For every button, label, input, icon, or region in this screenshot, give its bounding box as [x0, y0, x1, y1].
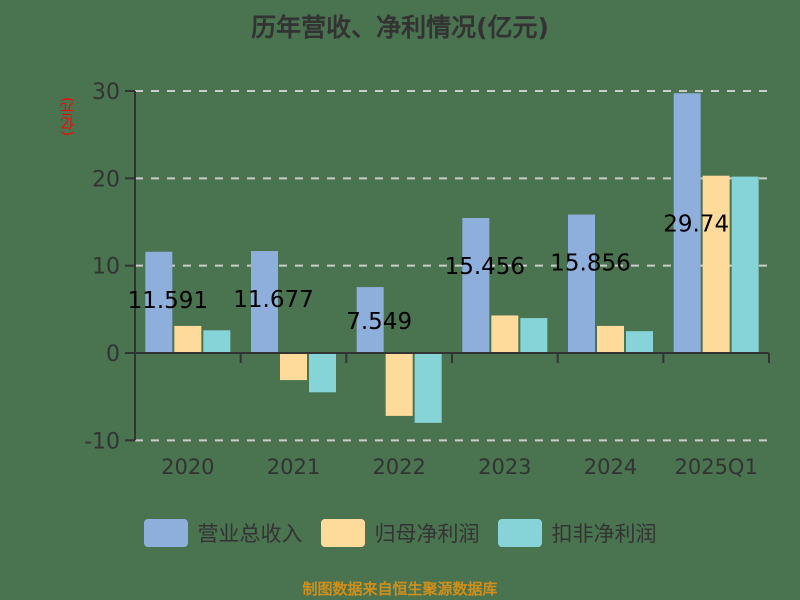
- bar: [702, 175, 730, 353]
- x-tick-label: 2021: [267, 455, 320, 479]
- legend-label: 营业总收入: [197, 522, 303, 546]
- x-tick-label: 2023: [478, 455, 531, 479]
- legend-swatch-revenue: [143, 519, 188, 547]
- data-label: 29.74: [663, 211, 729, 237]
- data-label: 11.591: [128, 288, 208, 314]
- bar: [356, 287, 384, 353]
- bar-chart: -10 0 10 20 30 2020 2021 2022 2023 2024 2025Q1 11.…: [84, 80, 770, 479]
- x-tick-label: 2025Q1: [674, 455, 757, 479]
- bar: [491, 315, 519, 353]
- bar: [597, 325, 624, 353]
- legend-label: 扣非净利润: [551, 522, 657, 546]
- bar: [568, 214, 595, 353]
- legend-item-revenue[interactable]: 营业总收入: [143, 518, 303, 548]
- legend-item-deducted-net-profit[interactable]: 扣非净利润: [497, 518, 657, 548]
- bar: [462, 218, 490, 353]
- bar: [203, 330, 231, 353]
- y-tick-label: 0: [106, 342, 120, 367]
- bar: [626, 331, 653, 353]
- bar: [414, 353, 442, 423]
- legend: 营业总收入 归母净利润 扣非净利润: [0, 518, 800, 548]
- bar: [174, 325, 202, 353]
- chart-title: 历年营收、净利情况(亿元): [251, 13, 549, 42]
- bar: [309, 353, 336, 393]
- bar: [673, 93, 701, 354]
- y-tick-label: -10: [84, 429, 120, 454]
- legend-item-net-profit[interactable]: 归母净利润: [320, 518, 480, 548]
- legend-swatch-net-profit: [320, 519, 365, 547]
- bar: [385, 353, 413, 416]
- legend-label: 归母净利润: [374, 522, 480, 546]
- x-tick-label: 2024: [584, 455, 637, 479]
- data-label: 15.856: [550, 251, 630, 277]
- x-tick-label: 2022: [372, 455, 425, 479]
- y-tick-label: 30: [92, 80, 120, 105]
- bars: [145, 93, 759, 423]
- data-labels: 11.591 11.677 7.549 15.456 15.856 29.74: [128, 211, 730, 335]
- data-label: 15.456: [445, 254, 525, 280]
- bar: [145, 251, 173, 353]
- data-label: 7.549: [346, 309, 412, 335]
- bar: [251, 251, 278, 353]
- legend-swatch-deducted-net-profit: [497, 519, 542, 547]
- y-tick-label: 10: [92, 255, 120, 280]
- axes: -10 0 10 20 30 2020 2021 2022 2023 2024 2025Q1: [84, 80, 770, 479]
- source-footer: 制图数据来自恒生聚源数据库: [302, 580, 498, 598]
- bar: [520, 318, 548, 353]
- y-tick-label: 20: [92, 167, 120, 192]
- gridlines: [135, 90, 769, 442]
- bar: [731, 176, 759, 353]
- x-tick-label: 2020: [161, 455, 214, 479]
- bar: [280, 353, 307, 381]
- data-label: 11.677: [233, 287, 313, 313]
